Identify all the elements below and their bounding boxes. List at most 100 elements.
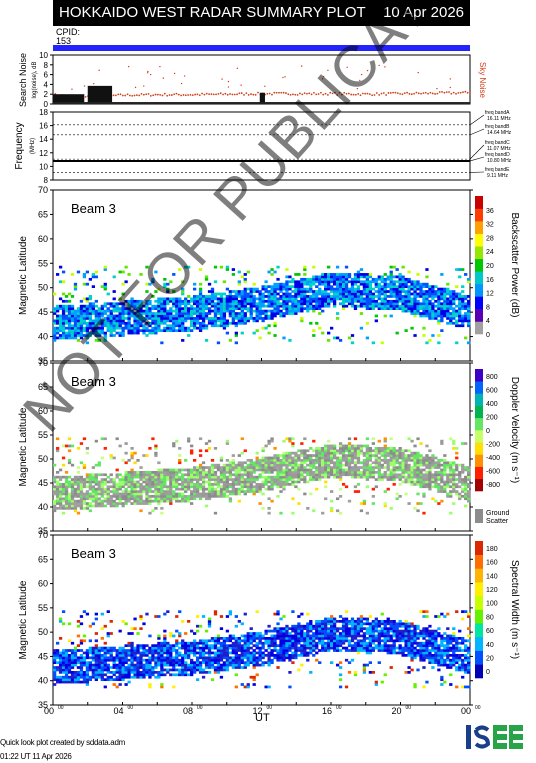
- data-cell: [216, 292, 221, 296]
- data-cell: [204, 629, 209, 633]
- data-cell: [416, 437, 420, 441]
- data-cell: [85, 480, 90, 484]
- data-cell: [237, 292, 241, 296]
- sky-noise-point: [417, 92, 420, 95]
- data-cell: [356, 277, 361, 281]
- data-cell: [338, 478, 343, 481]
- data-cell: [359, 312, 364, 315]
- data-cell: [327, 277, 331, 281]
- data-cell: [276, 471, 280, 474]
- data-cell: [100, 331, 104, 335]
- data-cell: [315, 285, 319, 289]
- data-cell: [109, 480, 113, 484]
- search-noise-block: [259, 92, 265, 104]
- data-cell: [243, 490, 247, 493]
- data-cell: [210, 304, 215, 308]
- data-cell: [130, 671, 134, 674]
- sky-noise-outlier: [327, 69, 329, 72]
- data-cell: [377, 463, 381, 467]
- data-cell: [318, 277, 322, 281]
- data-cell: [201, 644, 206, 648]
- data-cell: [443, 295, 447, 298]
- data-cell: [192, 492, 197, 496]
- data-cell: [386, 449, 390, 453]
- data-cell: [234, 304, 238, 308]
- data-cell: [359, 475, 364, 479]
- data-cell: [249, 317, 253, 320]
- data-cell: [121, 663, 125, 667]
- data-cell: [327, 449, 331, 453]
- data-cell: [443, 307, 447, 310]
- sky-noise-point: [445, 91, 448, 94]
- data-cell: [455, 295, 459, 298]
- data-cell: [181, 290, 185, 293]
- data-cell: [392, 275, 396, 279]
- data-cell: [109, 656, 113, 660]
- data-cell: [53, 339, 57, 342]
- data-cell: [112, 317, 116, 320]
- data-cell: [121, 459, 125, 462]
- data-cell: [380, 307, 384, 310]
- data-cell: [237, 299, 241, 303]
- data-cell: [419, 292, 423, 296]
- data-cell: [246, 475, 250, 479]
- data-cell: [133, 299, 137, 303]
- data-cell: [374, 447, 378, 450]
- data-cell: [103, 268, 107, 271]
- data-cell: [335, 277, 340, 281]
- data-cell: [207, 480, 212, 484]
- data-cell: [76, 324, 81, 328]
- data-cell: [446, 485, 450, 489]
- data-cell: [76, 495, 81, 498]
- data-cell: [377, 461, 381, 465]
- data-cell: [362, 299, 367, 303]
- data-cell: [389, 437, 393, 441]
- data-cell: [58, 485, 63, 489]
- data-cell: [100, 671, 104, 674]
- data-cell: [267, 461, 271, 465]
- data-cell: [85, 485, 90, 489]
- data-cell: [219, 317, 224, 320]
- data-cell: [294, 459, 298, 462]
- data-cell: [449, 319, 453, 323]
- data-cell: [166, 651, 170, 655]
- data-cell: [121, 292, 125, 296]
- data-cell: [321, 277, 325, 281]
- data-cell: [404, 492, 408, 496]
- data-cell: [136, 644, 140, 648]
- sky-noise-point: [135, 94, 138, 97]
- data-cell: [195, 307, 200, 310]
- data-cell: [270, 437, 274, 441]
- data-cell: [100, 492, 104, 496]
- data-cell: [240, 331, 244, 335]
- data-cell: [315, 302, 319, 306]
- data-cell: [121, 304, 125, 308]
- data-cell: [213, 471, 218, 474]
- data-cell: [130, 627, 134, 631]
- data-cell: [130, 468, 134, 472]
- data-cell: [359, 302, 364, 306]
- data-cell: [67, 292, 72, 296]
- data-cell: [139, 329, 143, 332]
- data-cell: [404, 454, 408, 457]
- data-cell: [195, 644, 200, 648]
- colorbar-tick-label: -600: [486, 469, 500, 476]
- data-cell: [175, 485, 179, 489]
- data-cell: [67, 444, 72, 448]
- data-cell: [344, 273, 349, 276]
- data-cell: [73, 499, 78, 503]
- data-cell: [166, 468, 170, 472]
- data-cell: [270, 317, 274, 320]
- data-cell: [464, 468, 468, 472]
- data-cell: [219, 297, 224, 301]
- data-cell: [371, 297, 375, 301]
- data-cell: [303, 290, 307, 293]
- data-cell: [151, 656, 155, 660]
- data-cell: [175, 656, 179, 660]
- freq-ylabel-sub: (MHz): [30, 138, 36, 154]
- data-cell: [431, 497, 435, 501]
- data-cell: [455, 285, 459, 289]
- data-cell: [198, 302, 203, 306]
- sky-noise-point: [389, 92, 392, 94]
- data-cell: [163, 329, 167, 332]
